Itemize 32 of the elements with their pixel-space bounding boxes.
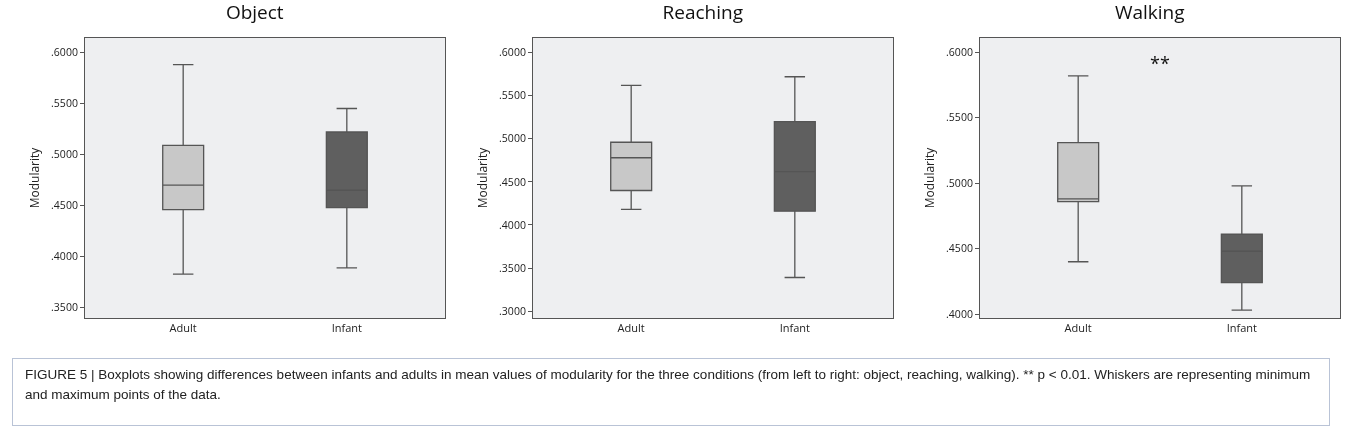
y-tick-label: .3500 [499,260,526,275]
y-tick-label: .5500 [499,88,526,103]
y-tick-label: .4000 [51,249,78,264]
y-tick-label: .5000 [946,175,973,190]
y-tick-label: .6000 [51,44,78,59]
annotation: ** [1150,51,1170,75]
y-tick-label: .4500 [499,174,526,189]
y-tick-label: .3000 [499,303,526,318]
y-axis-title: Modularity [26,146,44,209]
chart-title: Reaching [662,0,743,25]
y-tick-label: .3500 [51,300,78,315]
chart-title: Walking [1114,0,1185,25]
y-axis-title: Modularity [474,146,492,209]
x-tick-label: Infant [331,320,363,336]
y-tick-label: .5500 [51,96,78,111]
y-tick-label: .6000 [946,45,973,60]
y-tick-label: .5500 [946,110,973,125]
y-axis-title: Modularity [921,146,939,209]
x-tick-label: Adult [1064,320,1092,336]
y-tick-label: .5000 [51,147,78,162]
x-tick-label: Infant [779,320,811,336]
y-tick-label: .4000 [946,306,973,321]
y-tick-label: .6000 [499,45,526,60]
x-tick-label: Infant [1226,320,1258,336]
y-tick-label: .5000 [499,131,526,146]
y-tick-label: .4500 [946,241,973,256]
x-tick-label: Adult [617,320,645,336]
chart-title: Object [225,0,284,25]
caption: FIGURE 5 | Boxplots showing differences between infants and adults in mean values of modularity for the three conditions (from left to right: object, reaching, walking). ** p < 0.01. Whiskers are representing minimum and maximum points of the data. [12,358,1330,426]
x-tick-label: Adult [169,320,197,336]
y-tick-label: .4500 [51,198,78,213]
y-tick-label: .4000 [499,217,526,232]
